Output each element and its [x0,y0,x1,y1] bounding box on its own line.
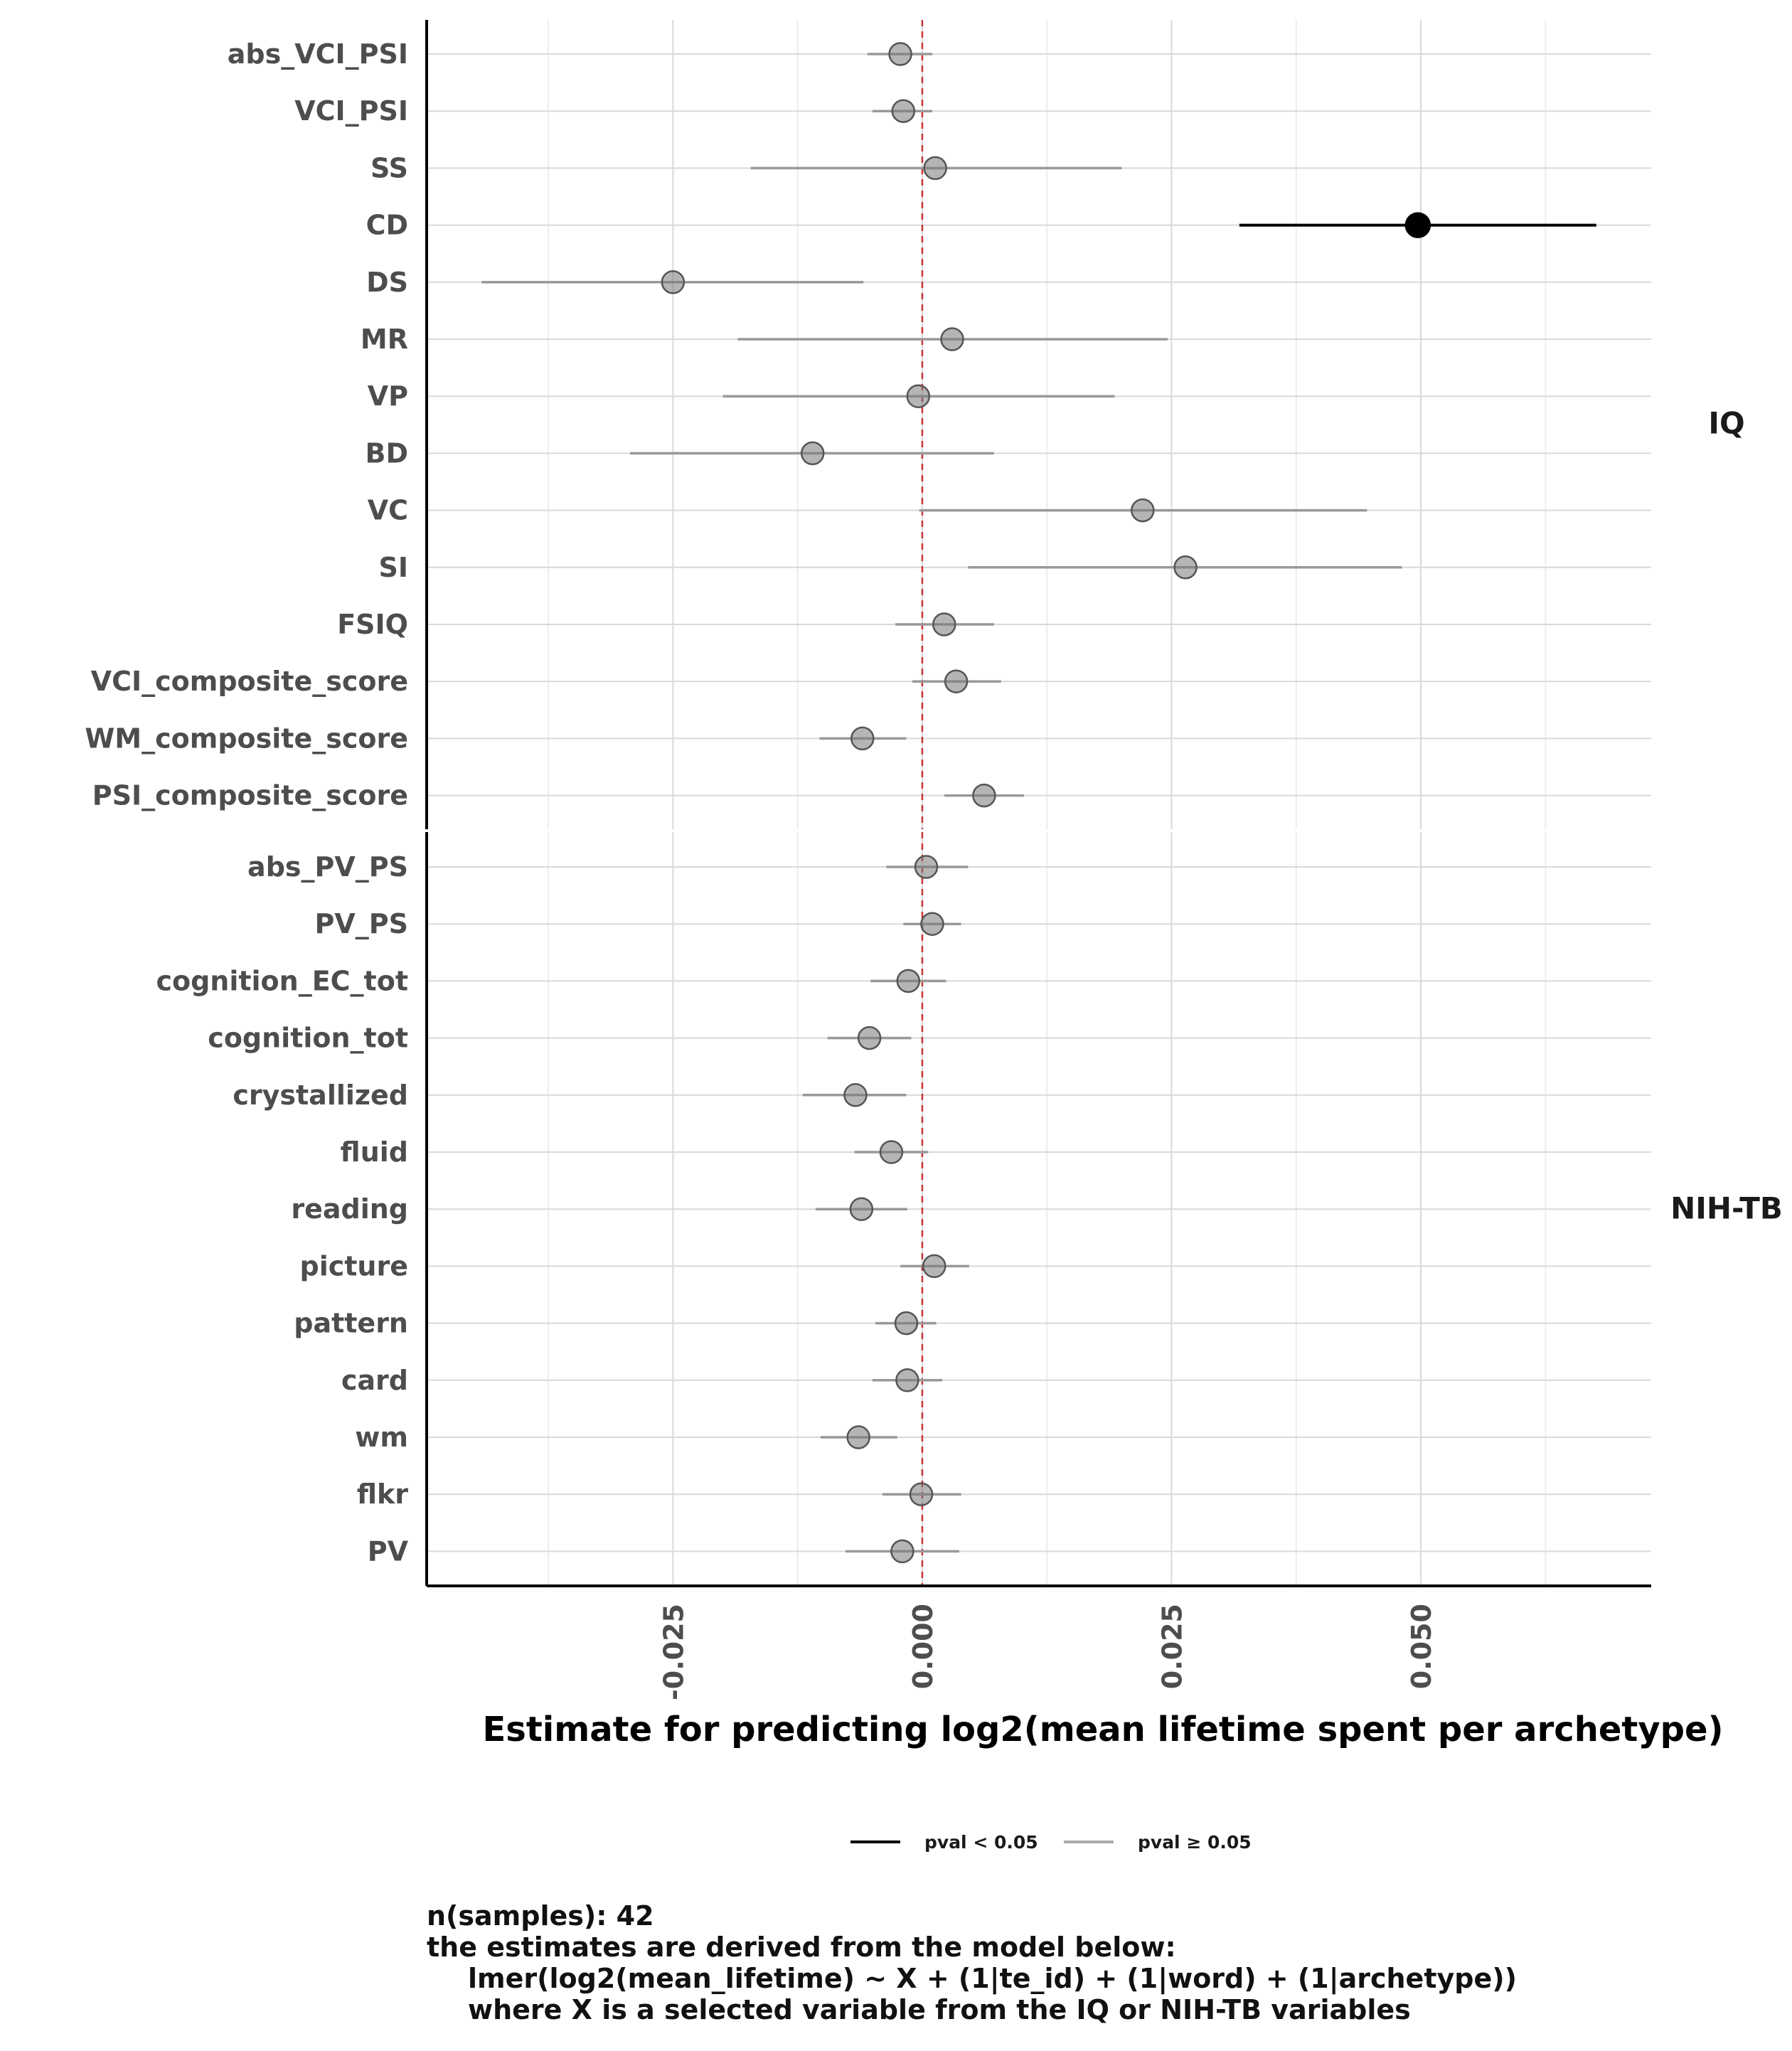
point-estimate [890,1539,914,1564]
y-tick-label: PV [368,1535,409,1567]
facet-label-nih-tb: NIH-TB [1670,1191,1783,1226]
y-tick-label: VP [368,380,408,412]
point-estimate [895,1368,919,1392]
facet-label-iq: IQ [1708,406,1744,441]
point-estimate [661,270,686,294]
point-estimate [800,441,825,466]
y-tick-label: SI [378,552,408,583]
y-tick-label: MR [361,324,408,355]
y-tick-label: SS [370,152,408,183]
point-estimate [906,384,931,408]
y-tick-label: CD [366,210,408,241]
y-tick-label: VCI_composite_score [91,666,408,697]
point-estimate [888,42,912,66]
y-tick-label: pattern [294,1308,408,1339]
y-tick-label: VC [368,495,408,526]
y-tick-label: fluid [341,1136,408,1168]
y-tick-label: wm [355,1422,408,1453]
point-estimate [850,726,875,751]
y-tick-label: BD [365,437,408,469]
caption-model-formula: lmer(log2(mean_lifetime) ~ X + (1|te_id)… [468,1963,1517,1994]
point-estimate [846,1425,870,1449]
point-estimate [909,1482,934,1506]
y-tick-label: cognition_tot [208,1023,408,1054]
point-estimate [914,855,939,879]
y-tick-label: abs_PV_PS [247,851,408,883]
x-axis-title: Estimate for predicting log2(mean lifeti… [482,1710,1723,1749]
point-estimate [922,1254,946,1279]
point-estimate [896,969,921,993]
point-estimate [932,612,956,636]
y-tick-label: DS [366,267,408,298]
y-tick-label: abs_VCI_PSI [228,38,408,70]
point-estimate [857,1026,882,1050]
y-tick-label: card [341,1365,408,1396]
y-tick-label: FSIQ [337,609,408,640]
legend: pval < 0.05 pval ≥ 0.05 [850,1832,1252,1853]
legend-label: pval ≥ 0.05 [1138,1832,1252,1853]
point-estimate [891,99,916,123]
point-estimate [923,156,947,181]
point-estimate [920,912,944,936]
point-estimate [1404,212,1431,238]
x-tick-label: 0.000 [907,1604,939,1689]
y-tick-label: flkr [357,1479,408,1510]
point-estimate [843,1083,868,1107]
caption-description: the estimates are derived from the model… [427,1932,1176,1963]
x-tick-label: -0.025 [658,1604,689,1700]
point-estimate [894,1311,919,1336]
x-tick-label: 0.050 [1406,1604,1437,1689]
point-estimate [944,669,969,693]
y-tick-label: WM_composite_score [85,723,408,754]
point-estimate [972,783,996,808]
y-tick-label: cognition_EC_tot [156,965,408,996]
y-tick-label: VCI_PSI [294,95,408,127]
point-estimate [879,1140,904,1164]
point-estimate [1173,555,1198,580]
point-estimate [940,327,964,351]
y-tick-label: PV_PS [315,908,408,939]
panel-iq [425,20,1651,829]
y-tick-label: crystallized [233,1080,408,1111]
legend-label: pval < 0.05 [924,1832,1038,1853]
panel-nih-tb [425,832,1651,1586]
x-tick-label: 0.025 [1157,1604,1188,1689]
model-caption: n(samples): 42 the estimates are derived… [427,1900,1517,2025]
point-estimate [849,1197,874,1221]
caption-variable-note: where X is a selected variable from the … [468,1994,1411,2025]
point-estimate [1131,498,1155,523]
y-tick-label: reading [291,1193,408,1225]
caption-sample-count: n(samples): 42 [427,1900,654,1932]
y-tick-label: PSI_composite_score [92,780,408,811]
y-tick-label: picture [300,1250,408,1282]
